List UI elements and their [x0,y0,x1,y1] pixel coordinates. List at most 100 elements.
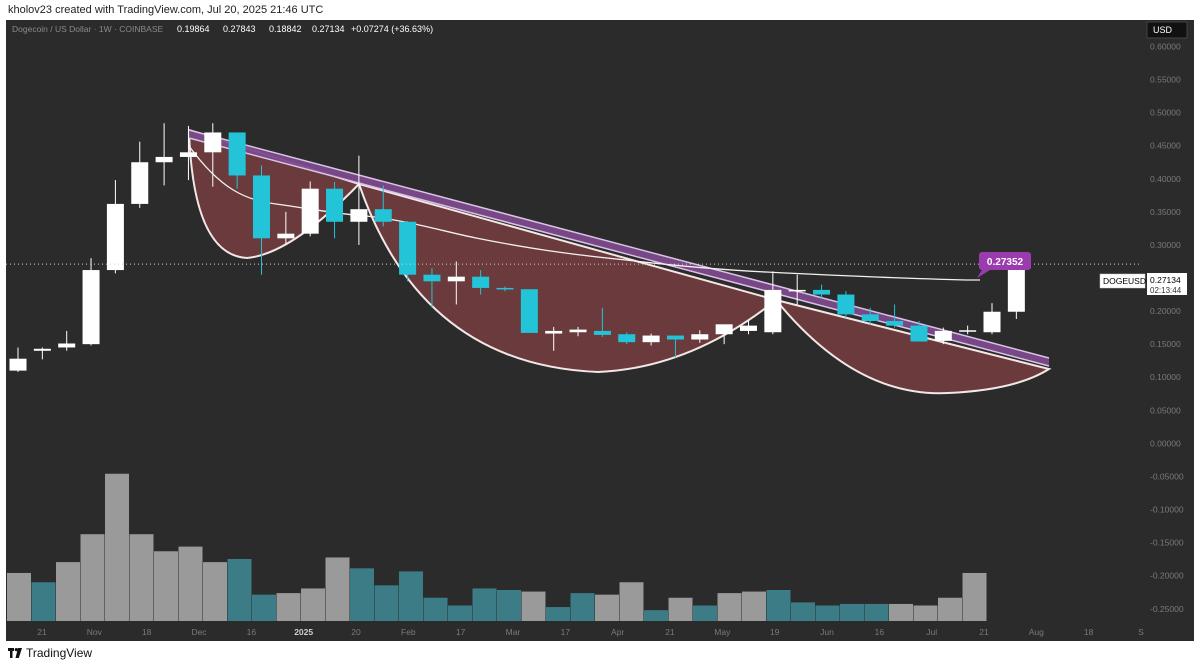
currency-button[interactable]: USD [1146,21,1188,39]
candle [813,284,831,298]
candle [983,303,1001,335]
volume-bar [56,562,80,621]
volume-bar [227,559,252,621]
volume-bar [570,593,595,621]
candle-body [58,343,76,348]
price-axis: 0.60000 0.55000 0.50000 0.45000 0.40000 0.350… [1150,41,1184,613]
candle-body [959,330,977,332]
volume-bar [913,605,938,621]
time-tick-label: 19 [770,627,780,637]
time-tick-label: 16 [247,627,257,637]
candle-body [1007,264,1025,312]
candle-body [253,175,270,239]
time-tick-label: 21 [979,627,989,637]
volume-bar [7,572,31,621]
price-tick-label: 0.40000 [1150,174,1181,184]
candle-body [9,358,27,371]
candle [545,326,563,351]
volume-bar [791,602,815,621]
volume-bars [7,473,987,621]
ohlc-close: 0.27134 [312,24,345,34]
candle-body [691,334,709,340]
ohlc-open: 0.19864 [177,24,210,34]
candle-body [301,188,319,234]
ohlc-high: 0.27843 [223,24,256,34]
volume-bar [374,585,399,621]
chart-panel[interactable]: 0.60000 0.55000 0.50000 0.45000 0.40000 0.350… [6,20,1194,641]
symbol-title: Dogecoin / US Dollar · 1W · COINBASE [12,24,163,34]
price-tick-label: 0.00000 [1150,438,1181,448]
candle [106,180,124,274]
time-tick-label: 2025 [294,627,313,637]
candle [33,347,51,360]
candle [934,327,952,345]
candle [666,335,684,358]
last-price: 0.27134 [1150,275,1181,285]
candle [179,125,197,181]
candle [837,291,855,318]
trend-band [189,130,1049,366]
candle-body [447,276,465,282]
volume-bar [80,534,105,621]
candle-body [569,329,587,333]
candle-body [374,209,392,222]
volume-bar [276,593,301,621]
candle [326,182,344,239]
candle-body [545,330,563,334]
candle [910,321,928,342]
candle [423,268,441,308]
candle [82,258,100,346]
time-tick-label: 21 [665,627,675,637]
price-tick-label: 0.50000 [1150,108,1181,118]
ohlc-low: 0.18842 [269,24,302,34]
candle [569,326,587,337]
candle [204,123,222,187]
candle [447,261,465,305]
candle [861,307,879,325]
candle-body [740,325,757,331]
candle [618,332,636,345]
time-tick-label: 18 [1084,627,1094,637]
candle [496,286,514,292]
trendline-upper [188,129,1050,359]
price-tick-label: -0.15000 [1150,538,1184,548]
time-axis: 21 Nov 18 Dec 16 2025 20 Feb 17 Mar 17 Apr 21 May 19 Ju… [37,627,1144,637]
volume-bar [31,582,56,621]
time-tick-label: Jul [926,627,937,637]
candle-body [910,325,928,342]
credit-bar: kholov23 created with TradingView.com, J… [0,0,1200,20]
volume-bar [203,562,227,621]
chart-canvas[interactable]: 0.60000 0.55000 0.50000 0.45000 0.40000 0.350… [6,20,1194,641]
volume-bar [717,593,742,621]
brand-name: TradingView [26,646,93,660]
candle-body [618,334,636,343]
candle-body [423,274,441,282]
volume-bar [864,603,889,621]
candle-body [228,132,246,176]
time-tick-label: Feb [401,627,416,637]
volume-bar [693,605,717,621]
volume-bar [472,588,497,621]
candle-body [715,324,733,335]
time-tick-label: Mar [506,627,521,637]
candle [642,333,660,346]
last-price-tag: DOGEUSD 0.27134 02:13:44 [1099,273,1187,295]
time-tick-label: 17 [456,627,466,637]
volume-bar [448,605,472,621]
price-tick-label: 0.60000 [1150,41,1181,51]
candle-body [496,287,514,290]
volume-bar [521,591,546,621]
time-tick-label: 17 [561,627,571,637]
footer-bar: TradingView [0,641,1200,665]
time-tick-label: May [714,627,731,637]
candle [959,325,977,335]
volume-bar [595,594,619,621]
candles [9,123,1025,372]
volume-bar [105,473,129,621]
candle-body [520,289,538,333]
price-tick-label: -0.05000 [1150,471,1184,481]
candle-body [82,270,100,345]
candle-body [861,314,879,321]
candle [253,165,270,275]
trendline-lower [188,137,1050,367]
